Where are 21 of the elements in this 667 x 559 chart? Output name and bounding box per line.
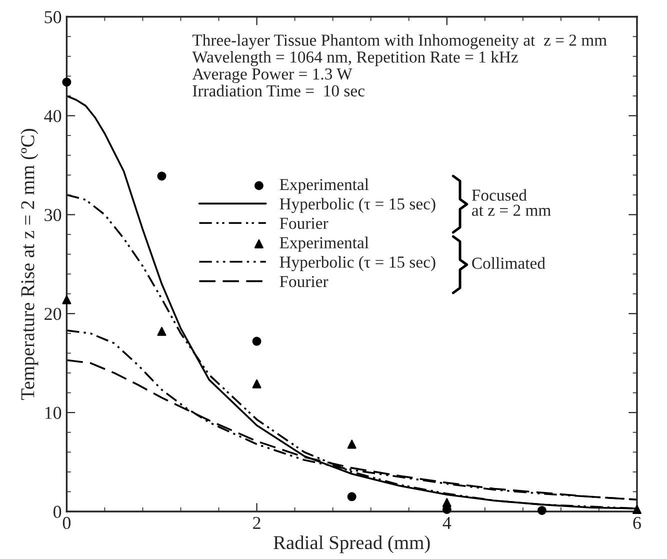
- x-tick-label: 2: [253, 516, 260, 529]
- legend-label: Fourier: [280, 276, 328, 288]
- y-tick-label: 0: [54, 506, 62, 518]
- legend-label: Hyperbolic (τ = 15 sec): [280, 256, 436, 272]
- annotation: Three-layer Tissue Phantom with Inhomogeneity at z = 2 mm Wavelength = 1064 nm, Repetition Rate = 1 kHz Average Power = 1.3 W Irradiation Time = 10 sec: [192, 34, 607, 97]
- x-tick-label: 6: [633, 516, 641, 530]
- y-tick-label: 20: [44, 308, 62, 320]
- legend-label: Experimental: [280, 178, 369, 194]
- y-tick-label: 30: [44, 208, 62, 222]
- annotation: Collimated: [472, 257, 546, 269]
- legend-label: Fourier: [280, 218, 328, 229]
- x-tick-label: 0: [62, 516, 71, 530]
- x-axis-title: Radial Spread (mm): [274, 536, 430, 554]
- x-tick-label: 4: [442, 516, 452, 529]
- y-tick-label: 40: [44, 110, 62, 122]
- y-axis-title: Temperature Rise at z = 2 mm (ºC): [20, 128, 38, 400]
- legend-label: Experimental: [280, 236, 369, 252]
- y-tick-label: 50: [44, 11, 62, 24]
- legend-label: Hyperbolic (τ = 15 sec): [280, 198, 436, 213]
- y-tick-label: 10: [45, 406, 62, 419]
- annotation: Focused at z = 2 mm: [472, 189, 551, 216]
